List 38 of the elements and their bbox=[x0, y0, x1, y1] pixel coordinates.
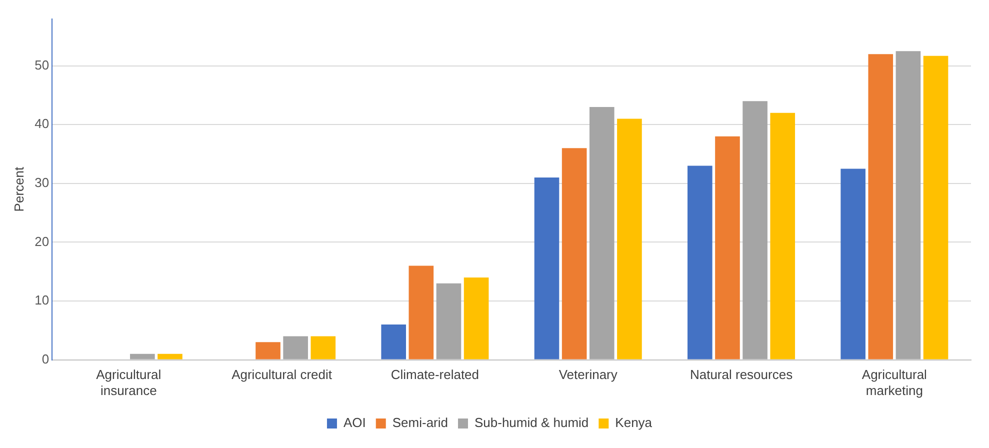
x-tick-label: Veterinary bbox=[558, 367, 618, 382]
x-tick-label: Agricultural marketing bbox=[862, 367, 928, 398]
bar bbox=[130, 354, 155, 360]
y-tick-label: 20 bbox=[34, 234, 50, 249]
y-tick-label: 50 bbox=[34, 57, 50, 72]
bar bbox=[770, 112, 796, 360]
bar bbox=[896, 51, 921, 360]
bar bbox=[589, 106, 614, 360]
y-tick-label: 0 bbox=[42, 351, 50, 366]
x-tick-label: Agricultural insurance bbox=[96, 367, 162, 398]
x-tick-label: Natural resources bbox=[690, 367, 794, 382]
bar bbox=[310, 336, 336, 360]
bar bbox=[688, 166, 712, 360]
bar bbox=[464, 277, 489, 360]
bar bbox=[534, 178, 560, 360]
legend-label: Semi-arid bbox=[392, 415, 448, 430]
legend-label: AOI bbox=[343, 415, 366, 430]
y-tick-label: 40 bbox=[34, 116, 50, 132]
bar bbox=[562, 148, 587, 360]
bar bbox=[436, 283, 462, 360]
x-tick-label: Climate-related bbox=[390, 367, 480, 382]
y-tick-label: 30 bbox=[34, 175, 50, 190]
y-axis-title: Percent bbox=[11, 166, 26, 212]
bar bbox=[617, 118, 642, 360]
bar bbox=[381, 324, 406, 360]
bar bbox=[868, 54, 894, 360]
bar bbox=[923, 56, 948, 360]
bar bbox=[408, 266, 434, 360]
bar bbox=[715, 136, 740, 360]
bar bbox=[256, 342, 280, 360]
y-tick-label: 10 bbox=[34, 292, 50, 308]
x-tick-label: Agricultural credit bbox=[232, 367, 332, 382]
legend-label: Sub-humid & humid bbox=[474, 415, 589, 430]
bar bbox=[158, 354, 182, 360]
bar bbox=[283, 336, 308, 360]
bar bbox=[742, 101, 768, 360]
legend-label: Kenya bbox=[615, 415, 653, 430]
bar bbox=[840, 168, 866, 360]
